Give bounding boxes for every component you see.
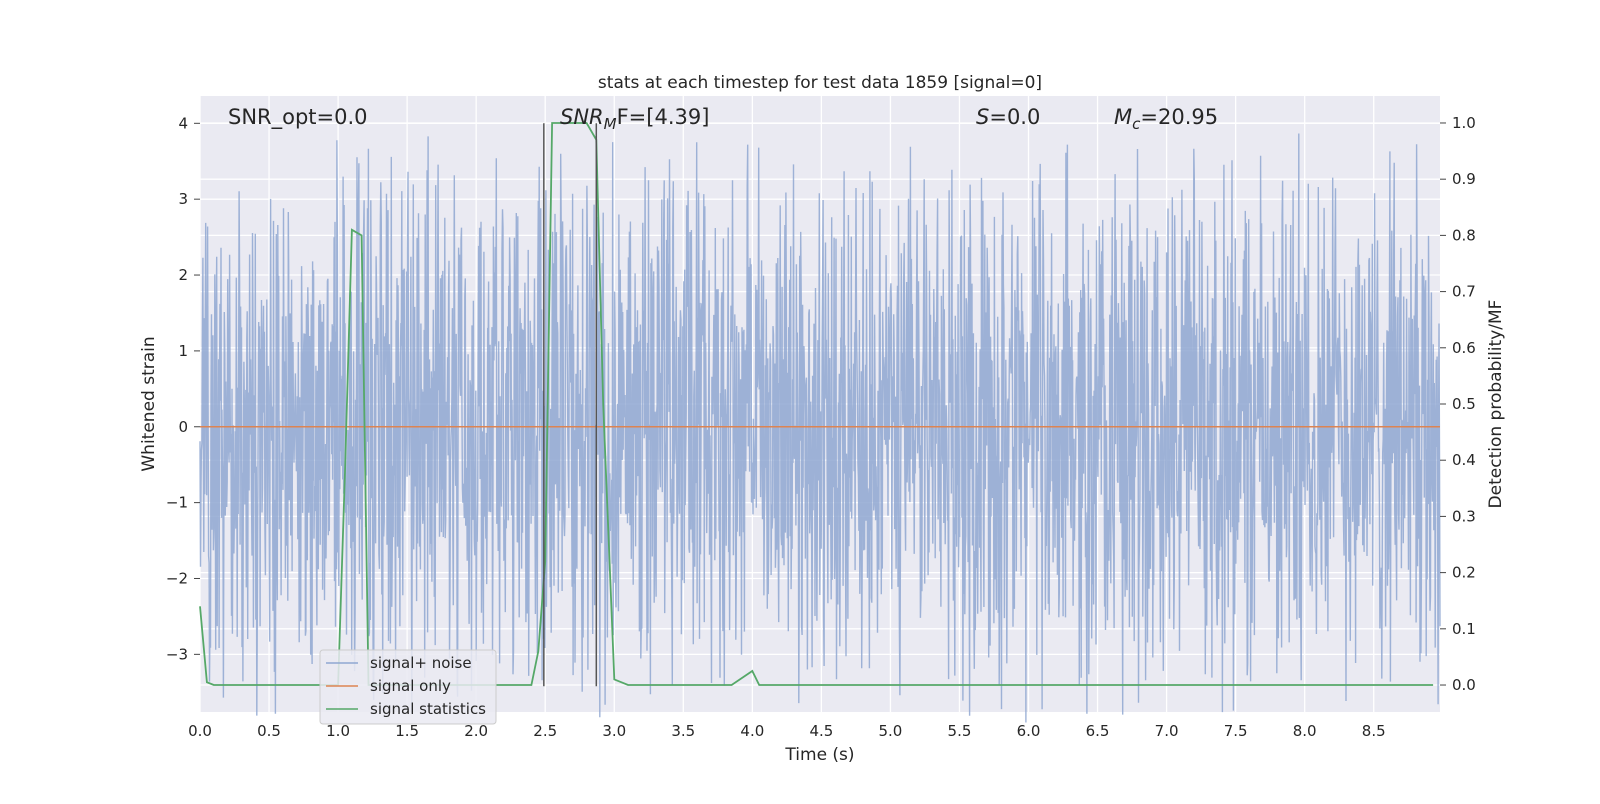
legend-label-signal-statistics: signal statistics: [370, 700, 486, 718]
x-tick-label: 7.0: [1155, 722, 1179, 740]
legend-box: [319, 649, 497, 725]
annotation-snr-mf-sub: M: [604, 115, 617, 133]
y-tick-label-left: −1: [166, 494, 188, 512]
annotation-s-main: S: [976, 105, 989, 129]
x-tick-label: 6.5: [1086, 722, 1110, 740]
annotation-s: S=0.0: [976, 105, 1040, 129]
annotation-mc-sub: c: [1132, 115, 1141, 133]
annotation-mc: Mc=20.95: [1114, 105, 1218, 133]
series-lines: [199, 122, 1440, 686]
y-tick-label-right: 0.5: [1452, 395, 1476, 413]
y-tick-label-left: 3: [178, 190, 188, 208]
y-tick-label-right: 0.8: [1452, 226, 1476, 244]
annotation-snr-mf: SNRMF=[4.39]: [560, 105, 709, 133]
annotation-s-rest: =0.0: [989, 105, 1040, 129]
y-tick-label-right: 1.0: [1452, 114, 1476, 132]
x-axis-label: Time (s): [784, 745, 854, 765]
y-tick-label-left: 0: [178, 418, 188, 436]
y-axis-label-left: Whitened strain: [139, 336, 159, 471]
y-tick-label-right: 0.7: [1452, 283, 1476, 301]
annotation-snr-mf-rest: F=[4.39]: [617, 105, 710, 129]
x-tick-label: 5.0: [878, 722, 902, 740]
y-tick-label-right: 0.9: [1452, 170, 1476, 188]
x-tick-label: 2.5: [533, 722, 557, 740]
x-tick-label: 8.5: [1362, 722, 1386, 740]
y-tick-label-left: −2: [166, 569, 188, 587]
annotation-snr-opt: SNR_opt=0.0: [228, 105, 368, 130]
x-tick-label: 2.0: [464, 722, 488, 740]
x-tick-label: 3.5: [671, 722, 695, 740]
legend-label-signal-only: signal only: [370, 677, 451, 695]
legend-label-signal-plus-noise: signal+ noise: [370, 654, 472, 672]
tick-labels: 0.0 0.5 1.0 1.5 2.0 2.5 3.0 3.5 4.0 4.5 5.0 5.5 6.0 6…: [166, 114, 1476, 740]
x-tick-label: 3.0: [602, 722, 626, 740]
signal-statistics-line: [199, 122, 1434, 686]
y-tick-label-left: −3: [166, 645, 188, 663]
y-tick-label-left: 1: [178, 342, 188, 360]
annotation-mc-main: M: [1114, 105, 1132, 129]
y-axis-label-right: Detection probability/MF: [1486, 300, 1506, 509]
series-signal-plus-noise: [199, 133, 1441, 723]
x-tick-label: 5.5: [948, 722, 972, 740]
x-tick-label: 0.0: [188, 722, 212, 740]
annotation-mc-rest: =20.95: [1140, 105, 1218, 129]
x-tick-label: 1.5: [395, 722, 419, 740]
y-tick-label-right: 0.0: [1452, 676, 1476, 694]
legend: signal+ noise signal only signal statist…: [319, 649, 497, 725]
y-tick-label-right: 0.2: [1452, 564, 1476, 582]
y-tick-label-right: 0.4: [1452, 451, 1476, 469]
x-tick-label: 7.5: [1224, 722, 1248, 740]
y-tick-label-right: 0.3: [1452, 507, 1476, 525]
annotation-snr-mf-main: SNR: [560, 105, 604, 129]
signal-plus-noise-line: [199, 133, 1441, 723]
x-tick-label: 4.0: [740, 722, 764, 740]
x-tick-label: 1.0: [326, 722, 350, 740]
vertical-markers: [543, 123, 598, 687]
x-tick-label: 4.5: [809, 722, 833, 740]
x-tick-label: 8.0: [1293, 722, 1317, 740]
x-tick-label: 0.5: [257, 722, 281, 740]
y-tick-label-left: 2: [178, 266, 188, 284]
y-tick-label-left: 4: [178, 114, 188, 132]
y-tick-label-right: 0.6: [1452, 339, 1476, 357]
y-tick-label-right: 0.1: [1452, 620, 1476, 638]
x-tick-label: 6.0: [1017, 722, 1041, 740]
chart-title: stats at each timestep for test data 185…: [598, 73, 1042, 93]
